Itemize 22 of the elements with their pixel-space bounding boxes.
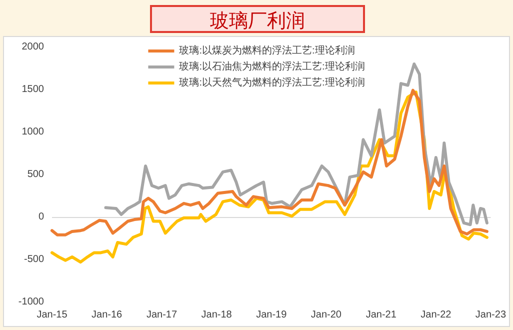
legend-label: 玻璃:以石油焦为燃料的浮法工艺:理论利润 <box>179 60 365 72</box>
x-tick-label: Jan-19 <box>256 310 288 320</box>
line-series <box>104 62 488 226</box>
y-tick-label: -500 <box>24 254 44 265</box>
x-tick-label: Jan-17 <box>146 310 178 320</box>
x-tick-label: Jan-16 <box>92 310 123 320</box>
y-tick-label: 500 <box>27 169 44 180</box>
x-tick-label: Jan-20 <box>310 310 342 320</box>
line-series <box>50 88 488 236</box>
legend-label: 玻璃:以天然气为燃料的浮法工艺:理论利润 <box>179 76 365 88</box>
y-tick-label: 0 <box>38 212 44 222</box>
chart-title: 玻璃厂利润 <box>150 5 365 33</box>
x-tick-label: Jan-22 <box>420 310 452 320</box>
x-tick-label: Jan-23 <box>475 310 506 320</box>
x-tick-label: Jan-15 <box>36 310 68 320</box>
y-tick-label: 1500 <box>22 84 44 95</box>
y-tick-label: -1000 <box>18 296 44 308</box>
y-tick-label: 2000 <box>22 42 44 52</box>
x-tick-label: Jan-18 <box>201 310 232 320</box>
y-tick-label: 1000 <box>22 126 44 138</box>
x-tick-label: Jan-21 <box>366 310 397 320</box>
legend-label: 玻璃:以煤炭为燃料的浮法工艺:理论利润 <box>179 44 355 56</box>
